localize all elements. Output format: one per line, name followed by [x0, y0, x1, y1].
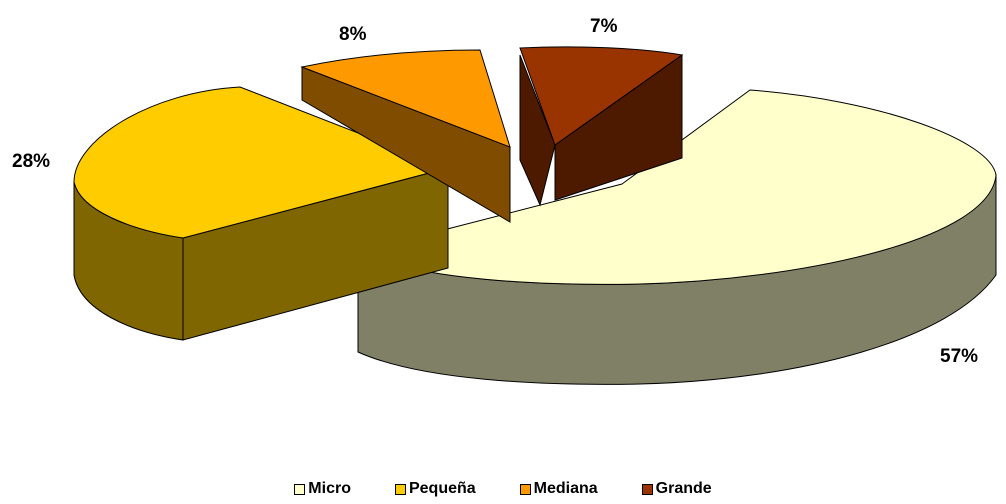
legend: Micro Pequeña Mediana Grande	[0, 478, 1006, 500]
pie-chart: 57% 28% 8% 7%	[12, 16, 997, 385]
slice-micro-group	[356, 89, 997, 385]
data-label-micro: 57%	[940, 346, 978, 367]
legend-swatch-grande	[641, 483, 653, 495]
slice-grande-side-left	[519, 54, 556, 207]
slice-pequena-top	[73, 86, 450, 239]
legend-label-grande: Grande	[655, 480, 712, 497]
legend-item-pequena: Pequeña	[394, 480, 476, 498]
slice-mediana-top	[300, 49, 511, 148]
legend-swatch-pequena	[394, 483, 406, 495]
slice-pequena-group	[73, 86, 450, 341]
data-label-mediana: 8%	[339, 24, 367, 45]
legend-swatch-mediana	[519, 483, 531, 495]
slice-grande-group	[519, 46, 684, 207]
slice-micro-top	[356, 89, 997, 285]
legend-swatch-micro	[294, 483, 306, 495]
legend-item-mediana: Mediana	[519, 480, 598, 498]
legend-label-micro: Micro	[308, 480, 351, 497]
legend-item-grande: Grande	[641, 480, 712, 498]
legend-item-micro: Micro	[294, 480, 351, 498]
legend-label-pequena: Pequeña	[408, 480, 476, 497]
slice-grande-top	[519, 46, 684, 146]
legend-label-mediana: Mediana	[533, 480, 598, 497]
data-label-pequena: 28%	[12, 151, 50, 172]
slice-mediana-group	[300, 49, 511, 223]
data-label-grande: 7%	[590, 16, 618, 37]
